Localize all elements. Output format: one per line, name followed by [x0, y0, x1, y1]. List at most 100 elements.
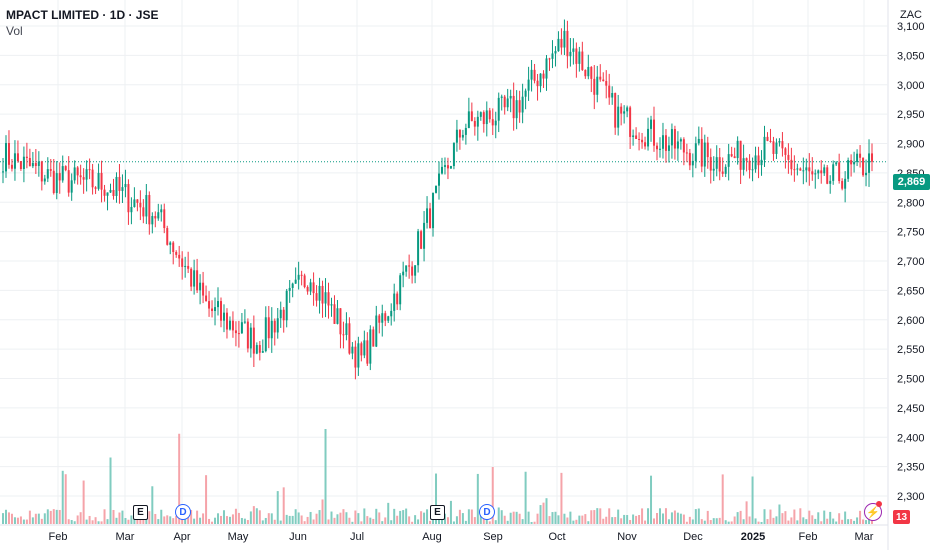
volume-bar — [106, 519, 109, 524]
candle-body — [333, 304, 336, 324]
candle-body — [2, 171, 4, 173]
candle-body — [572, 48, 575, 52]
volume-bar — [46, 509, 49, 524]
candle-body — [781, 141, 784, 149]
dividend-marker[interactable]: D — [175, 504, 191, 520]
candle-body — [823, 167, 826, 174]
candle-body — [605, 81, 608, 86]
volume-bar — [327, 519, 330, 524]
volume-bar — [225, 516, 228, 524]
candle-body — [473, 120, 476, 127]
candle-body — [647, 128, 650, 147]
x-tick-label: Oct — [548, 531, 565, 543]
volume-bar — [554, 511, 557, 524]
volume-bar — [363, 508, 366, 524]
volume-bar — [321, 499, 324, 524]
volume-bar — [515, 511, 518, 524]
candle-body — [106, 192, 109, 196]
volume-bar — [166, 515, 169, 524]
candle-body — [252, 327, 255, 354]
candle-body — [440, 166, 443, 174]
volume-bar — [354, 510, 357, 524]
candle-body — [679, 139, 682, 142]
volume-bar — [793, 509, 796, 524]
candle-body — [494, 120, 497, 126]
flash-icon[interactable]: ⚡ — [864, 503, 882, 521]
candle-body — [393, 293, 396, 311]
candle-body — [160, 209, 163, 213]
candle-body — [261, 351, 264, 353]
volume-bar — [629, 519, 632, 524]
candle-body — [682, 139, 685, 153]
candle-body — [599, 76, 602, 80]
volume-bar — [118, 512, 121, 524]
earnings-marker[interactable]: E — [133, 505, 148, 520]
candle-body — [715, 157, 718, 169]
volume-bar — [802, 517, 805, 524]
candle-body — [285, 290, 288, 321]
candle-body — [163, 209, 166, 229]
candle-body — [405, 265, 408, 272]
volume-bar — [285, 514, 288, 524]
candle-body — [757, 155, 760, 166]
volume-bar — [288, 515, 291, 524]
volume-bar — [297, 512, 300, 524]
candle-body — [455, 129, 458, 143]
candle-body — [4, 143, 7, 172]
volume-bar — [700, 519, 703, 524]
candle-body — [721, 171, 724, 174]
candle-body — [524, 90, 527, 97]
volume-bar — [497, 507, 500, 524]
volume-bar — [626, 515, 629, 524]
candle-body — [169, 242, 172, 245]
candle-body — [417, 231, 420, 266]
candle-body — [590, 66, 593, 79]
volume-bar — [620, 518, 623, 524]
volume-indicator-label[interactable]: Vol — [6, 24, 23, 38]
candle-body — [46, 169, 49, 179]
candle-body — [787, 154, 790, 160]
volume-bar — [22, 519, 25, 524]
volume-bar — [590, 510, 593, 524]
volume-bar — [796, 520, 799, 524]
volume-bar — [844, 511, 847, 524]
volume-bar — [572, 520, 575, 524]
candle-body — [375, 315, 378, 347]
volume-bar — [315, 513, 318, 524]
volume-bar — [217, 513, 220, 524]
volume-bar — [435, 473, 438, 524]
candle-body — [435, 185, 438, 193]
volume-bar — [539, 505, 542, 524]
earnings-marker[interactable]: E — [430, 505, 445, 520]
candle-body — [611, 92, 614, 98]
volume-bar — [862, 519, 865, 524]
volume-bar — [261, 520, 264, 524]
volume-bar — [524, 471, 527, 524]
candle-body — [199, 282, 202, 291]
candle-body — [22, 156, 25, 170]
volume-bar — [533, 521, 536, 524]
candle-body — [133, 199, 136, 207]
volume-bar — [264, 517, 267, 524]
volume-bar — [527, 511, 530, 524]
volume-bar — [449, 500, 452, 524]
volume-bar — [414, 515, 417, 524]
candle-body — [853, 162, 856, 165]
candle-body — [130, 206, 133, 213]
candle-body — [766, 136, 769, 141]
candle-body — [258, 345, 261, 353]
symbol-title[interactable]: MPACT LIMITED · 1D · JSE — [6, 8, 159, 22]
volume-bar — [357, 513, 360, 524]
candle-body — [515, 100, 518, 119]
volume-bar — [2, 513, 4, 524]
volume-bar — [10, 513, 13, 524]
candle-body — [841, 181, 844, 189]
volume-bar — [151, 486, 154, 524]
volume-bar — [142, 516, 145, 524]
dividend-marker[interactable]: D — [479, 504, 495, 520]
volume-bar — [757, 521, 760, 524]
volume-bar — [115, 517, 118, 524]
volume-bar — [300, 515, 303, 524]
candle-body — [378, 315, 381, 323]
